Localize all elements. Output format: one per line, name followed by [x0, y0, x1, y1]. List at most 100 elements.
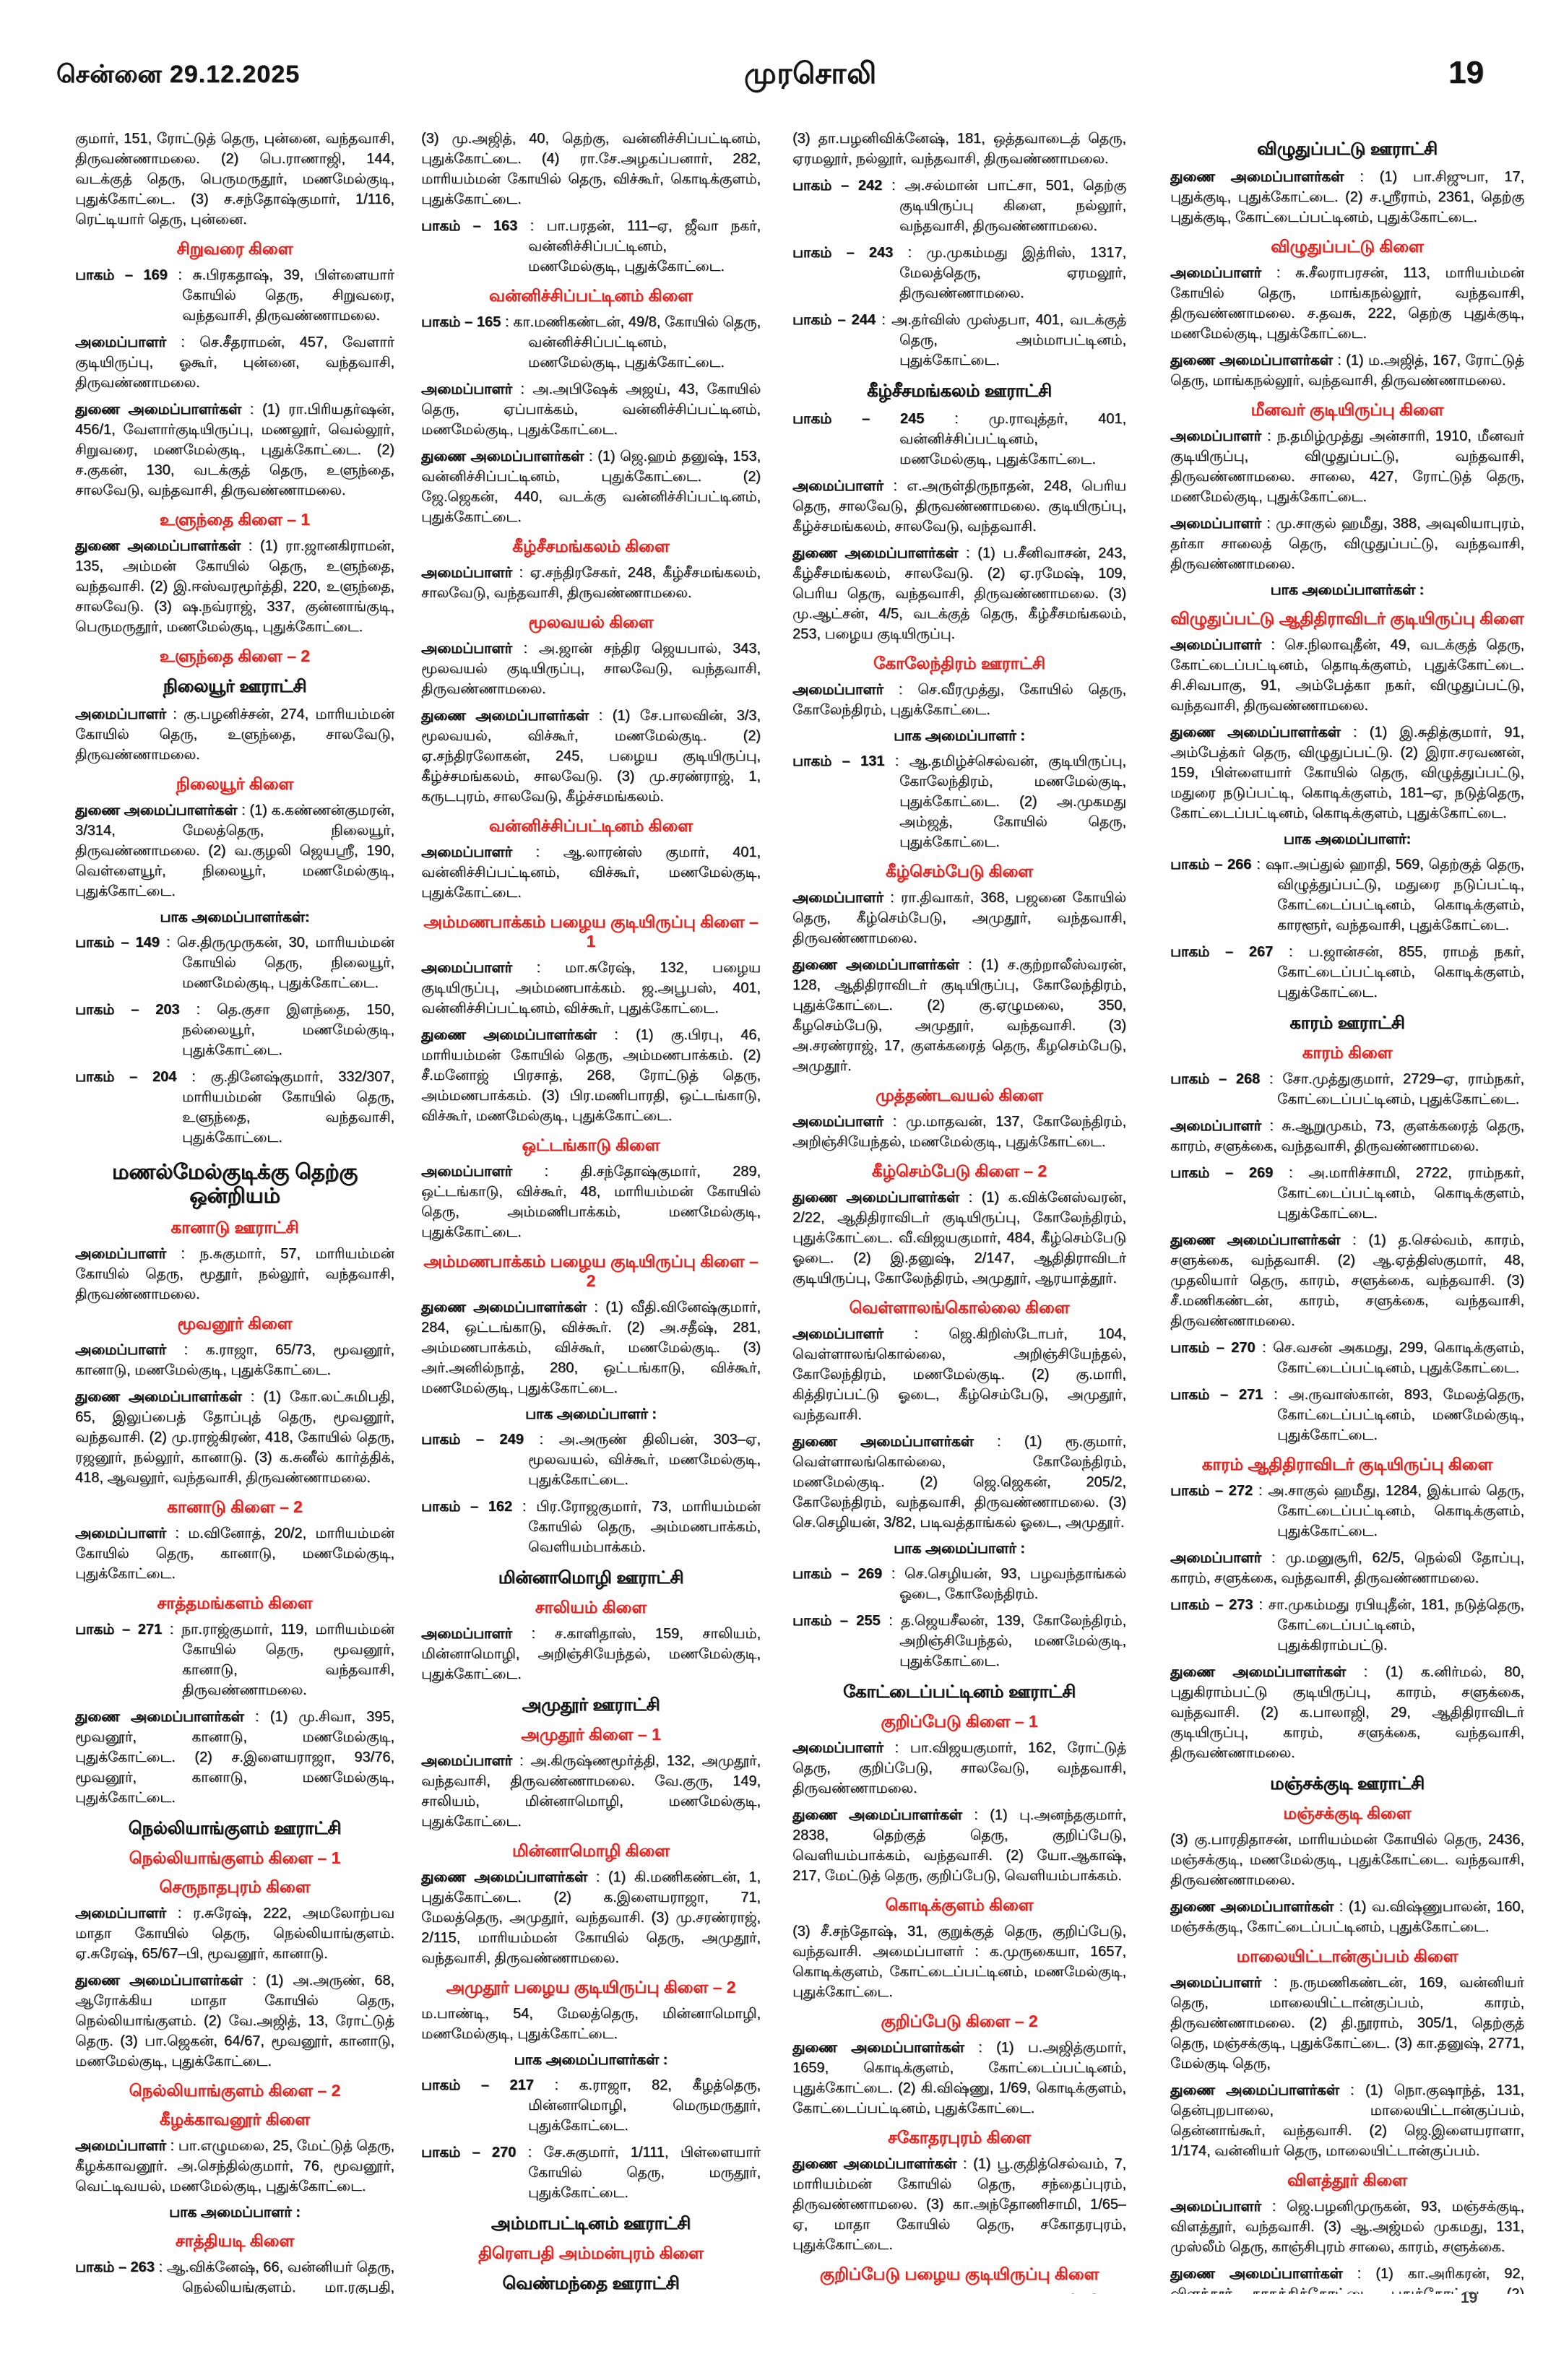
branch-heading: சாத்தமங்களம் கிளை: [157, 1593, 313, 1612]
part-entry: பாகம் – 268 : சோ.முத்துகுமார், 2729–ஏ, ர…: [1170, 1071, 1524, 1107]
branch-heading: சிறுவரை கிளை: [176, 239, 293, 258]
branch-heading: மின்னாமொழி கிளை: [511, 1841, 670, 1860]
body-paragraph: (3) மு.அஜித், 40, தெற்கு, வன்னிச்சிப்பட்…: [421, 131, 761, 207]
panchayat-heading: கோட்டைப்பட்டினம் ஊராட்சி: [842, 1682, 1076, 1702]
branch-heading: வெள்ளாலங்கொல்லை கிளை: [849, 1298, 1070, 1317]
body-paragraph: துணை அமைப்பாளர்கள் : (1) வ.விஷ்ணுபாலன், …: [1170, 1899, 1524, 1935]
body-paragraph: அமைப்பாளர் : மு.மாதவன், 137, கோலேந்திரம்…: [792, 1114, 1126, 1150]
body-paragraph: அமைப்பாளர் : சு.சீலராபரசன், 113, மாரியம்…: [1170, 265, 1524, 342]
body-paragraph: அமைப்பாளர் : செ.வீரமுத்து, கோயில் தெரு, …: [792, 682, 1126, 718]
branch-heading: விழுதுப்பட்டு கிளை: [1271, 237, 1424, 256]
body-paragraph: துணை அமைப்பாளர்கள் : (1) ரா.ஜானகிராமன், …: [75, 538, 394, 635]
branch-heading: குறிப்பேடு கிளை – 1: [881, 1712, 1038, 1731]
newspaper-column-4: விழுதுப்பட்டு ஊராட்சி துணை அமைப்பாளர்கள் …: [1170, 129, 1524, 2294]
branch-heading: நெல்லியாங்குளம் கிளை – 2: [129, 2081, 341, 2100]
branch-heading: கானாடு ஊராட்சி: [170, 1218, 299, 1237]
body-paragraph: துணை அமைப்பாளர்கள் : (1) நொ.குஷாந்த், 13…: [1170, 2082, 1524, 2159]
page-number-top: 19: [1448, 55, 1484, 90]
masthead-title: முரசொலி: [744, 58, 877, 90]
part-entry: பாகம் – 255 : த.ஜெயசீலன், 139, கோலேந்திர…: [792, 1613, 1126, 1669]
body-paragraph: அமைப்பாளர் : மா.சுரேஷ், 132, பழைய குடியி…: [421, 960, 761, 1016]
body-paragraph: அமைப்பாளர் : ந.ருமணிகண்டன், 169, வன்னியர…: [1170, 1975, 1524, 2072]
body-paragraph: குமார், 151, ரோட்டுத் தெரு, புன்னை, வந்த…: [75, 131, 394, 228]
body-paragraph: அமைப்பாளர் : ந.தமிழ்முத்து அன்சாரி, 1910…: [1170, 428, 1524, 505]
part-entry: பாகம் – 273 : சா.முகம்மது ரபியுதீன், 181…: [1170, 1597, 1524, 1653]
body-paragraph: துணை அமைப்பாளர்கள் : (1) இ.சுதித்குமார்,…: [1170, 724, 1524, 821]
panchayat-heading: மின்னாமொழி ஊராட்சி: [498, 1568, 684, 1588]
sub-heading: பாக அமைப்பாளர் :: [894, 1541, 1025, 1557]
body-paragraph: துணை அமைப்பாளர்கள் : (1) ச.குற்றாலீஸ்வரன…: [792, 957, 1126, 1074]
branch-heading: திரௌபதி அம்மன்புரம் கிளை: [478, 2243, 704, 2262]
panchayat-heading: மஞ்சக்குடி ஊராட்சி: [1270, 1774, 1425, 1793]
branch-heading: காரம் கிளை: [1302, 1043, 1393, 1062]
body-paragraph: அமைப்பாளர் : ர.சுரேஷ், 222, அமலோற்பவ மாத…: [75, 1905, 394, 1962]
body-paragraph: அமைப்பாளர் : க.ராஜா, 65/73, மூவனூர், கான…: [75, 1342, 394, 1378]
part-entry: பாகம் – 271 : நா.ராஜ்குமார், 119, மாரியம…: [75, 1622, 394, 1698]
part-entry: பாகம் – 242 : அ.சல்மான் பாட்சா, 501, தெற…: [792, 178, 1126, 234]
panchayat-heading: அம்மாபட்டினம் ஊராட்சி: [490, 2214, 691, 2233]
branch-heading: மஞ்சக்குடி கிளை: [1283, 1804, 1412, 1822]
body-paragraph: துணை அமைப்பாளர்கள் : (1) வீதி.வினேஷ்குமா…: [421, 1299, 761, 1396]
body-paragraph: அமைப்பாளர் : கு.பழனிச்சன், 274, மாரியம்ம…: [75, 706, 394, 763]
panchayat-heading: வெண்மந்தை ஊராட்சி: [502, 2274, 680, 2293]
branch-heading: கீழக்காவனூர் கிளை: [159, 2110, 311, 2129]
union-heading: மணல்மேல்குடிக்கு தெற்கு ஒன்றியம்: [112, 1161, 358, 1208]
newspaper-column-3: (3) தா.பழனிவிக்னேஷ், 181, ஒத்தவாடைத் தெர…: [792, 129, 1126, 2294]
body-paragraph: துணை அமைப்பாளர்கள் : (1) ரூ.குமார், வெள்…: [792, 1434, 1126, 1531]
branch-heading: சாத்தியடி கிளை: [175, 2231, 295, 2250]
part-entry: பாகம் – 245 : மு.ராவுத்தர், 401, வன்னிச்…: [792, 411, 1126, 467]
body-paragraph: (3) கு.பாரதிதாசன், மாரியம்மன் கோயில் தெர…: [1170, 1832, 1524, 1888]
part-entry: பாகம் – 271 : அ.ருவாஸ்கான், 893, மேலத்தெ…: [1170, 1387, 1524, 1443]
body-paragraph: துணை அமைப்பாளர்கள் : (1) கு.பிரபு, 46, ம…: [421, 1027, 761, 1124]
branch-heading: சகோதரபுரம் கிளை: [888, 2128, 1031, 2147]
body-paragraph: துணை அமைப்பாளர்கள் : (1) க.கண்ணன்குமரன்,…: [75, 802, 394, 899]
body-paragraph: அமைப்பாளர் : ஏ.சந்திரசேகர், 248, கீழ்சீச…: [421, 565, 761, 601]
newspaper-column-2: (3) மு.அஜித், 40, தெற்கு, வன்னிச்சிப்பட்…: [421, 129, 761, 2294]
sub-heading: பாக அமைப்பாளர்கள் :: [514, 2052, 668, 2068]
body-paragraph: அமைப்பாளர் : மு.மனுசூரி, 62/5, நெல்லி தோ…: [1170, 1550, 1524, 1586]
body-paragraph: அமைப்பாளர் : ச.காளிதாஸ், 159, சாலியம், ம…: [421, 1626, 761, 1682]
body-paragraph: அமைப்பாளர் : ஜெ.கிறிஸ்டோபர், 104, வெள்ளா…: [792, 1326, 1126, 1423]
part-entry: பாகம் – 272 : அ.சாகுல் ஹமீது, 1284, இக்ப…: [1170, 1483, 1524, 1539]
branch-heading: செருநாதபுரம் கிளை: [159, 1877, 311, 1896]
body-paragraph: துணை அமைப்பாளர்கள் : (1) ஜெ.ஹம் தனுஷ், 1…: [421, 449, 761, 525]
body-paragraph: அமைப்பாளர் : ந.சுகுமார், 57, மாரியம்மன் …: [75, 1246, 394, 1302]
branch-heading: விழுதுப்பட்டு ஆதிதிராவிடர் குடியிருப்பு …: [1170, 609, 1524, 628]
body-paragraph: துணை அமைப்பாளர்கள் : (1) கோ.லட்சுமிபதி, …: [75, 1389, 394, 1486]
branch-heading: அமுதூர் பழைய குடியிருப்பு கிளை – 2: [446, 1978, 736, 1996]
body-paragraph: அமைப்பாளர் : பா.விஜயகுமார், 162, ரோட்டுத…: [792, 1740, 1126, 1796]
branch-heading: கீழ்செம்பேடு கிளை: [885, 862, 1034, 880]
part-entry: பாகம் – 243 : மு.முகம்மது இத்ரிஸ், 1317,…: [792, 245, 1126, 301]
body-paragraph: அமைப்பாளர் : மு.சாகுல் ஹமீது, 388, அவுலி…: [1170, 516, 1524, 572]
part-entry: பாகம் – 217 : க.ராஜா, 82, கீழத்தெரு, மின…: [421, 2077, 761, 2134]
body-paragraph: துணை அமைப்பாளர்கள் : (1) ம.அஜித், 167, ர…: [1170, 352, 1524, 389]
panchayat-heading: கீழ்சீசமங்கலம் ஊராட்சி: [867, 381, 1052, 401]
part-entry: பாகம் – 204 : கு.தினேஷ்குமார், 332/307, …: [75, 1069, 394, 1146]
part-entry: பாகம் – 270 : செ.வசன் அகமது, 299, கொடிக்…: [1170, 1340, 1524, 1376]
branch-heading: கோலேந்திரம் ஊராட்சி: [873, 654, 1046, 672]
branch-heading: சாலியம் கிளை: [535, 1598, 647, 1617]
branch-heading: குறிப்பேடு பழைய குடியிருப்பு கிளை: [819, 2264, 1099, 2283]
edition-city-date: சென்னை 29.12.2025: [56, 61, 301, 88]
body-paragraph: அமைப்பாளர் : பா.எழுமலை, 25, மேட்டுத் தெர…: [75, 2138, 394, 2194]
body-paragraph: அமைப்பாளர் : சு.ஆறுமுகம், 73, குளக்கரைத்…: [1170, 1118, 1524, 1154]
body-paragraph: துணை அமைப்பாளர்கள் : (1) த.செல்வம், காரம…: [1170, 1232, 1524, 1329]
part-entry: பாகம் – 269 : அ.மாரிச்சாமி, 2722, ராம்நக…: [1170, 1165, 1524, 1221]
branch-heading: காரம் ஆதிதிராவிடர் குடியிருப்பு கிளை: [1201, 1455, 1493, 1474]
body-paragraph: அமைப்பாளர் : எ.அருள்திருநாதன், 248, பெரி…: [792, 478, 1126, 535]
body-paragraph: துணை அமைப்பாளர்கள் : (1) கா.அரிகரன், 92,…: [1170, 2266, 1524, 2294]
branch-heading: கீழ்செம்பேடு கிளை – 2: [871, 1161, 1047, 1180]
body-paragraph: துணை அமைப்பாளர்கள் : (1) பு.அனந்தகுமார்,…: [792, 1807, 1126, 1884]
part-entry: பாகம் – 131 : ஆ.தமிழ்ச்செல்வன், குடியிரு…: [792, 753, 1126, 850]
branch-heading: மூவனூர் கிளை: [177, 1314, 293, 1333]
part-entry: பாகம் – 266 : ஷா.அப்துல் ஹாதி, 569, தெற்…: [1170, 857, 1524, 933]
branch-heading: ஒட்டங்காடு கிளை: [522, 1135, 660, 1154]
sub-heading: பாக அமைப்பாளர்கள் :: [1270, 582, 1425, 598]
panchayat-heading: நெல்லியாங்குளம் ஊராட்சி: [128, 1819, 342, 1838]
part-entry: பாகம் – 249 : அ.அருண் திலிபன், 303–ஏ, மூ…: [421, 1432, 761, 1488]
body-paragraph: துணை அமைப்பாளர்கள் : (1) அ.அருண், 68, ஆர…: [75, 1973, 394, 2069]
body-paragraph: (3) தா.பழனிவிக்னேஷ், 181, ஒத்தவாடைத் தெர…: [792, 131, 1126, 167]
branch-heading: நெல்லியாங்குளம் கிளை – 1: [129, 1848, 341, 1867]
part-entry: பாகம் – 169 : சு.பிரகதாஷ், 39, பிள்ளையார…: [75, 267, 394, 324]
